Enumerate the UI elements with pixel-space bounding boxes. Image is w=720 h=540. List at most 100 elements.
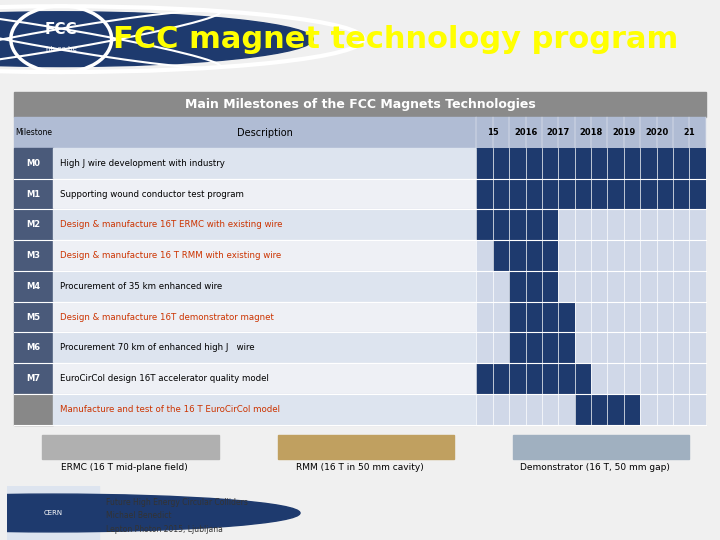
Bar [509,240,526,271]
Bar [477,148,492,179]
Text: M5: M5 [27,313,41,322]
Text: Michael Benedict: Michael Benedict [106,511,171,520]
Text: Main Milestones of the FCC Magnets Technologies: Main Milestones of the FCC Magnets Techn… [184,98,536,111]
Bar [14,210,53,240]
Bar [526,333,542,363]
Bar [591,333,608,363]
Bar [513,435,689,459]
Bar [53,363,477,394]
Bar [608,302,624,333]
Bar [640,179,657,210]
Bar [673,240,689,271]
Bar [526,302,542,333]
Bar [673,271,689,302]
Bar [591,302,608,333]
Bar [477,179,492,210]
Bar [608,179,624,210]
Bar [657,333,673,363]
Bar [14,117,53,148]
Bar [575,394,591,425]
Text: M6: M6 [27,343,41,352]
Bar [509,394,526,425]
Bar [624,179,640,210]
Bar [53,271,477,302]
Bar [575,333,591,363]
Text: 15: 15 [487,128,499,137]
Bar [624,333,640,363]
Bar [608,117,640,148]
Bar [14,333,53,363]
Bar [575,240,591,271]
Bar [575,302,591,333]
Bar [640,210,657,240]
Bar [53,302,477,333]
Circle shape [0,494,300,532]
Text: 2017: 2017 [546,128,570,137]
Bar [640,117,673,148]
Bar [558,271,575,302]
Bar [673,302,689,333]
Text: Design & manufacture 16T ERMC with existing wire: Design & manufacture 16T ERMC with exist… [60,220,283,230]
Bar [42,435,219,459]
Bar [7,486,99,540]
Bar [558,240,575,271]
Bar [542,271,558,302]
Bar [624,240,640,271]
Bar [14,179,53,210]
Bar [53,148,477,179]
Bar [608,210,624,240]
Bar [492,302,509,333]
Bar [492,210,509,240]
Bar [640,333,657,363]
Bar [14,271,53,302]
Text: Supporting wound conductor test program: Supporting wound conductor test program [60,190,244,199]
Bar [558,302,575,333]
Bar [640,148,657,179]
Bar [657,271,673,302]
Bar [542,117,575,148]
Bar [477,333,492,363]
Text: Future High Energy Circular Colliders: Future High Energy Circular Colliders [106,498,248,507]
Bar [575,363,591,394]
Text: M1: M1 [27,190,41,199]
Bar [492,363,509,394]
Bar [477,302,492,333]
Bar [526,363,542,394]
Bar [14,302,53,333]
Bar [509,210,526,240]
Bar [608,240,624,271]
Bar [558,394,575,425]
Bar [53,240,477,271]
Bar [542,148,558,179]
Bar [542,333,558,363]
Bar [526,210,542,240]
Bar [591,240,608,271]
Bar [640,394,657,425]
Bar [657,240,673,271]
Bar [657,394,673,425]
Bar [509,148,526,179]
Text: 2020: 2020 [645,128,668,137]
Bar [624,148,640,179]
Bar [657,210,673,240]
Bar [558,333,575,363]
Bar [542,363,558,394]
Text: FCC: FCC [45,22,78,37]
Bar [689,148,706,179]
Bar [657,363,673,394]
Bar [558,148,575,179]
Bar [689,394,706,425]
Bar [14,363,53,394]
Text: ERMC (16 T mid-plane field): ERMC (16 T mid-plane field) [61,463,188,471]
Bar [673,179,689,210]
Bar [608,271,624,302]
Text: M3: M3 [27,251,40,260]
Bar [53,179,477,210]
Bar [477,271,492,302]
Bar [608,363,624,394]
Text: High J⁣ wire development with industry: High J⁣ wire development with industry [60,159,225,168]
Text: M7: M7 [27,374,40,383]
Bar [509,271,526,302]
Bar [477,210,492,240]
Bar [477,394,492,425]
